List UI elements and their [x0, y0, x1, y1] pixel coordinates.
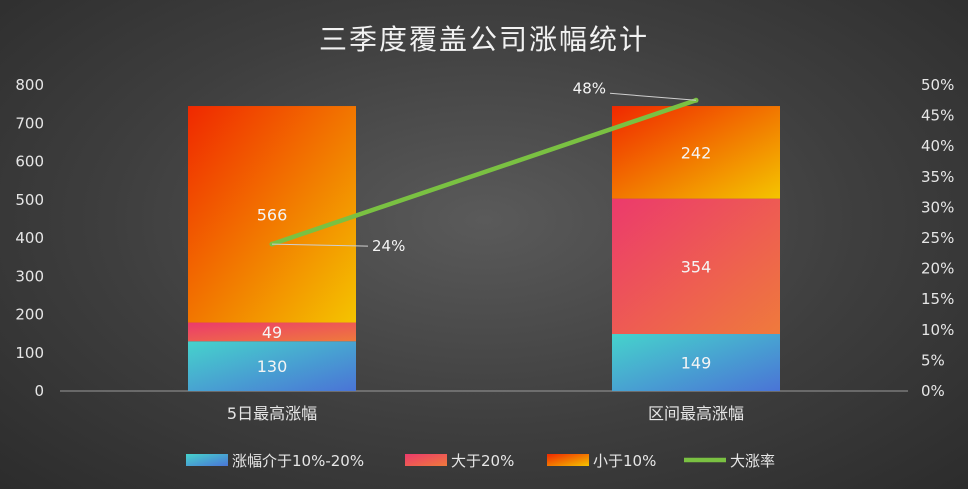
bar-data-label: 149: [681, 354, 712, 373]
legend: 涨幅介于10%-20% 大于20% 小于10% 大涨率: [186, 452, 775, 470]
bar-data-label: 354: [681, 257, 712, 276]
bar-segment: [612, 198, 780, 335]
line-series: [269, 98, 699, 247]
y-left-tick-label: 200: [15, 306, 44, 324]
line-data-label: 24%: [372, 237, 405, 255]
legend-label: 涨幅介于10%-20%: [232, 452, 364, 470]
legend-label: 大涨率: [730, 452, 775, 470]
x-tick-label: 区间最高涨幅: [648, 404, 744, 423]
rate-line: 24% 48%: [269, 79, 699, 255]
legend-label: 大于20%: [451, 452, 514, 470]
legend-swatch: [405, 454, 447, 466]
bar-data-label: 242: [681, 143, 712, 162]
bar-segment: [188, 106, 356, 323]
y-right-tick-label: 35%: [921, 168, 954, 186]
legend-label: 小于10%: [593, 452, 656, 470]
y-left-tick-label: 300: [15, 267, 44, 285]
y-left-tick-label: 800: [15, 76, 44, 94]
legend-swatch: [547, 454, 589, 466]
bar-segment: [612, 334, 780, 391]
y-left-tick-label: 0: [34, 382, 44, 400]
y-right-tick-label: 0%: [921, 382, 945, 400]
bar-data-label: 566: [257, 205, 288, 224]
y-right-tick-label: 50%: [921, 76, 954, 94]
y-right-tick-label: 30%: [921, 198, 954, 216]
y-left-tick-label: 500: [15, 191, 44, 209]
bar-data-label: 49: [262, 323, 282, 342]
bar-segment: [188, 322, 356, 342]
bars: 130 49 566 149 354 242: [188, 106, 780, 391]
leader-line: [609, 92, 697, 101]
y-right-tick-label: 5%: [921, 351, 945, 369]
line-data-label: 48%: [573, 79, 606, 97]
bar-data-label: 130: [257, 357, 288, 376]
y-right-tick-label: 15%: [921, 290, 954, 308]
legend-swatch: [186, 454, 228, 466]
bar-segment: [188, 341, 356, 391]
y-left-tick-label: 100: [15, 344, 44, 362]
axes: 0 100 200 300 400 500 600 700 800 0% 5% 10% 15% 20% 25…: [15, 76, 954, 423]
chart-title: 三季度覆盖公司涨幅统计: [319, 23, 649, 56]
y-right-tick-label: 10%: [921, 321, 954, 339]
y-left-tick-label: 700: [15, 114, 44, 132]
y-right-tick-label: 20%: [921, 260, 954, 278]
y-left-tick-label: 400: [15, 229, 44, 247]
x-tick-label: 5日最高涨幅: [227, 404, 317, 423]
y-right-tick-label: 25%: [921, 229, 954, 247]
y-right-tick-label: 40%: [921, 137, 954, 155]
y-left-tick-label: 600: [15, 153, 44, 171]
y-right-tick-label: 45%: [921, 107, 954, 125]
leader-line: [271, 243, 369, 247]
